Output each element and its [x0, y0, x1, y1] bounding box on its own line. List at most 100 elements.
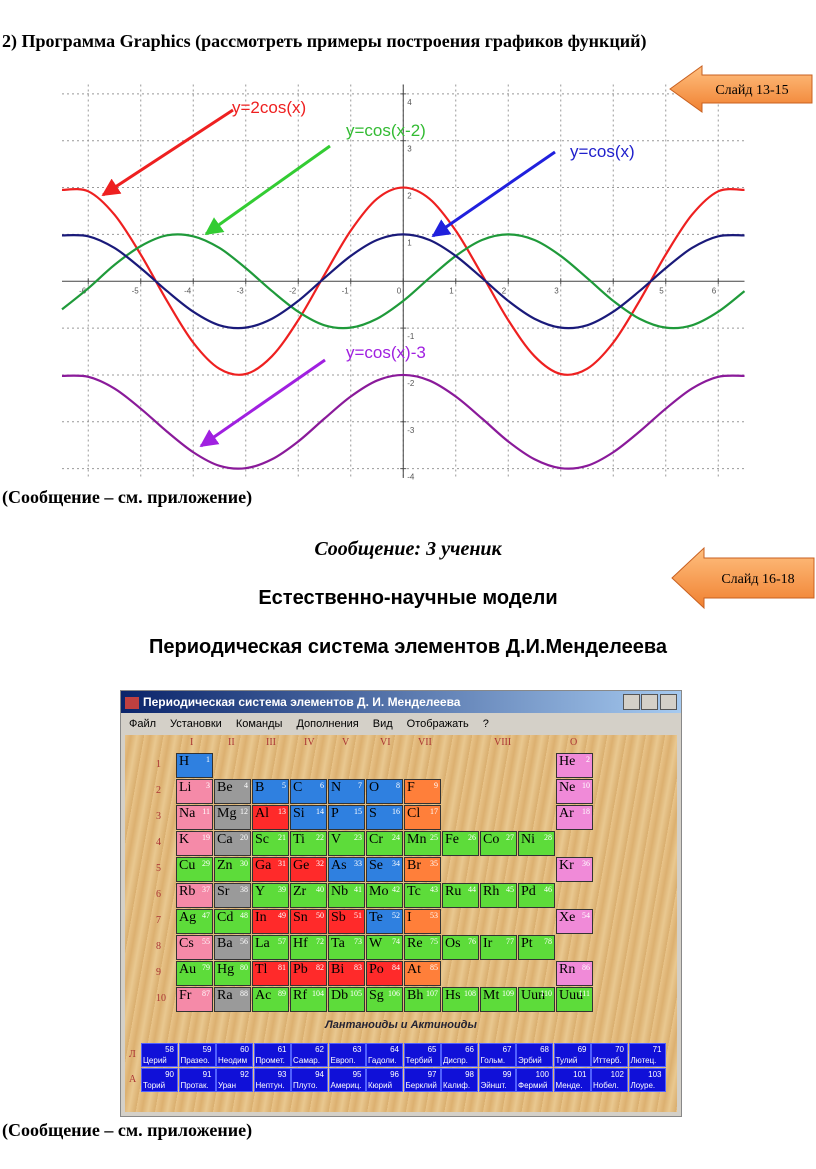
- element-cell[interactable]: 96 Кюрий: [366, 1068, 403, 1092]
- element-cell[interactable]: La 57: [252, 935, 289, 960]
- element-cell[interactable]: Ar 18: [556, 805, 593, 830]
- element-cell[interactable]: Zn 30: [214, 857, 251, 882]
- element-cell[interactable]: Al 13: [252, 805, 289, 830]
- element-cell[interactable]: He 2: [556, 753, 593, 778]
- element-cell[interactable]: Sr 38: [214, 883, 251, 908]
- window-buttons[interactable]: [622, 694, 677, 717]
- element-cell[interactable]: Cr 24: [366, 831, 403, 856]
- element-cell[interactable]: Fe 26: [442, 831, 479, 856]
- element-cell[interactable]: 92 Уран: [216, 1068, 253, 1092]
- element-cell[interactable]: Re 75: [404, 935, 441, 960]
- element-cell[interactable]: Ga 31: [252, 857, 289, 882]
- element-cell[interactable]: Sn 50: [290, 909, 327, 934]
- element-cell[interactable]: V 23: [328, 831, 365, 856]
- element-cell[interactable]: Ti 22: [290, 831, 327, 856]
- element-cell[interactable]: Pb 82: [290, 961, 327, 986]
- element-cell[interactable]: Ac 89: [252, 987, 289, 1012]
- element-cell[interactable]: At 85: [404, 961, 441, 986]
- menu-item[interactable]: Установки: [170, 718, 222, 730]
- element-cell[interactable]: 70 Иттерб.: [591, 1043, 628, 1067]
- element-cell[interactable]: Ca 20: [214, 831, 251, 856]
- element-cell[interactable]: 62 Самар.: [291, 1043, 328, 1067]
- element-cell[interactable]: Na 11: [176, 805, 213, 830]
- element-cell[interactable]: Y 39: [252, 883, 289, 908]
- element-cell[interactable]: Zr 40: [290, 883, 327, 908]
- element-cell[interactable]: Nb 41: [328, 883, 365, 908]
- element-cell[interactable]: W 74: [366, 935, 403, 960]
- element-cell[interactable]: Co 27: [480, 831, 517, 856]
- element-cell[interactable]: 103 Лоуре.: [628, 1068, 666, 1092]
- element-cell[interactable]: Br 35: [404, 857, 441, 882]
- element-cell[interactable]: Tl 81: [252, 961, 289, 986]
- menu-item[interactable]: Дополнения: [296, 718, 359, 730]
- element-cell[interactable]: Ni 28: [518, 831, 555, 856]
- element-cell[interactable]: 93 Нептун.: [253, 1068, 291, 1092]
- element-cell[interactable]: Ir 77: [480, 935, 517, 960]
- element-cell[interactable]: Mn 25: [404, 831, 441, 856]
- element-cell[interactable]: Ra 88: [214, 987, 251, 1012]
- element-cell[interactable]: Cl 17: [404, 805, 441, 830]
- element-cell[interactable]: S 16: [366, 805, 403, 830]
- element-cell[interactable]: 61 Промет.: [253, 1043, 291, 1067]
- element-cell[interactable]: Rn 86: [556, 961, 593, 986]
- element-cell[interactable]: 95 Америц.: [328, 1068, 366, 1092]
- element-cell[interactable]: 67 Гольм.: [478, 1043, 516, 1067]
- element-cell[interactable]: 101 Менде.: [553, 1068, 591, 1092]
- element-cell[interactable]: 58 Церий: [141, 1043, 178, 1067]
- element-cell[interactable]: 64 Гадоли.: [366, 1043, 403, 1067]
- element-cell[interactable]: 71 Лютец.: [628, 1043, 666, 1067]
- element-cell[interactable]: Tc 43: [404, 883, 441, 908]
- element-cell[interactable]: 102 Нобел.: [591, 1068, 628, 1092]
- element-cell[interactable]: Au 79: [176, 961, 213, 986]
- element-cell[interactable]: Li 3: [176, 779, 213, 804]
- element-cell[interactable]: 59 Празео.: [178, 1043, 216, 1067]
- element-cell[interactable]: Mo 42: [366, 883, 403, 908]
- element-cell[interactable]: Hs 108: [442, 987, 479, 1012]
- menu-item[interactable]: ?: [482, 718, 489, 730]
- element-cell[interactable]: Sg 106: [366, 987, 403, 1012]
- element-cell[interactable]: 98 Калиф.: [441, 1068, 478, 1092]
- element-cell[interactable]: Sb 51: [328, 909, 365, 934]
- element-cell[interactable]: Sc 21: [252, 831, 289, 856]
- menu-item[interactable]: Отображать: [406, 718, 469, 730]
- element-cell[interactable]: Te 52: [366, 909, 403, 934]
- element-cell[interactable]: 65 Тербий: [403, 1043, 441, 1067]
- element-cell[interactable]: Cd 48: [214, 909, 251, 934]
- element-cell[interactable]: Ne 10: [556, 779, 593, 804]
- element-cell[interactable]: Ge 32: [290, 857, 327, 882]
- element-cell[interactable]: Fr 87: [176, 987, 213, 1012]
- menu-item[interactable]: Вид: [372, 718, 393, 730]
- element-cell[interactable]: Xe 54: [556, 909, 593, 934]
- element-cell[interactable]: 90 Торий: [141, 1068, 178, 1092]
- element-cell[interactable]: Rf 104: [290, 987, 327, 1012]
- minimize-button[interactable]: [623, 694, 640, 710]
- element-cell[interactable]: Mt 109: [480, 987, 517, 1012]
- element-cell[interactable]: Cs 55: [176, 935, 213, 960]
- element-cell[interactable]: 69 Тулий: [553, 1043, 591, 1067]
- element-cell[interactable]: 100 Фермий: [516, 1068, 553, 1092]
- element-cell[interactable]: Uun 110: [518, 987, 555, 1012]
- element-cell[interactable]: Ru 44: [442, 883, 479, 908]
- element-cell[interactable]: Pt 78: [518, 935, 555, 960]
- element-cell[interactable]: Mg 12: [214, 805, 251, 830]
- element-cell[interactable]: Ta 73: [328, 935, 365, 960]
- element-cell[interactable]: 94 Плуто.: [291, 1068, 328, 1092]
- maximize-button[interactable]: [641, 694, 658, 710]
- element-cell[interactable]: 97 Берклий: [403, 1068, 441, 1092]
- element-cell[interactable]: Db 105: [328, 987, 365, 1012]
- element-cell[interactable]: As 33: [328, 857, 365, 882]
- element-cell[interactable]: 91 Протак.: [178, 1068, 216, 1092]
- element-cell[interactable]: Cu 29: [176, 857, 213, 882]
- element-cell[interactable]: Hg 80: [214, 961, 251, 986]
- element-cell[interactable]: Bh 107: [404, 987, 441, 1012]
- element-cell[interactable]: Si 14: [290, 805, 327, 830]
- element-cell[interactable]: Po 84: [366, 961, 403, 986]
- element-cell[interactable]: In 49: [252, 909, 289, 934]
- menu-item[interactable]: Команды: [235, 718, 283, 730]
